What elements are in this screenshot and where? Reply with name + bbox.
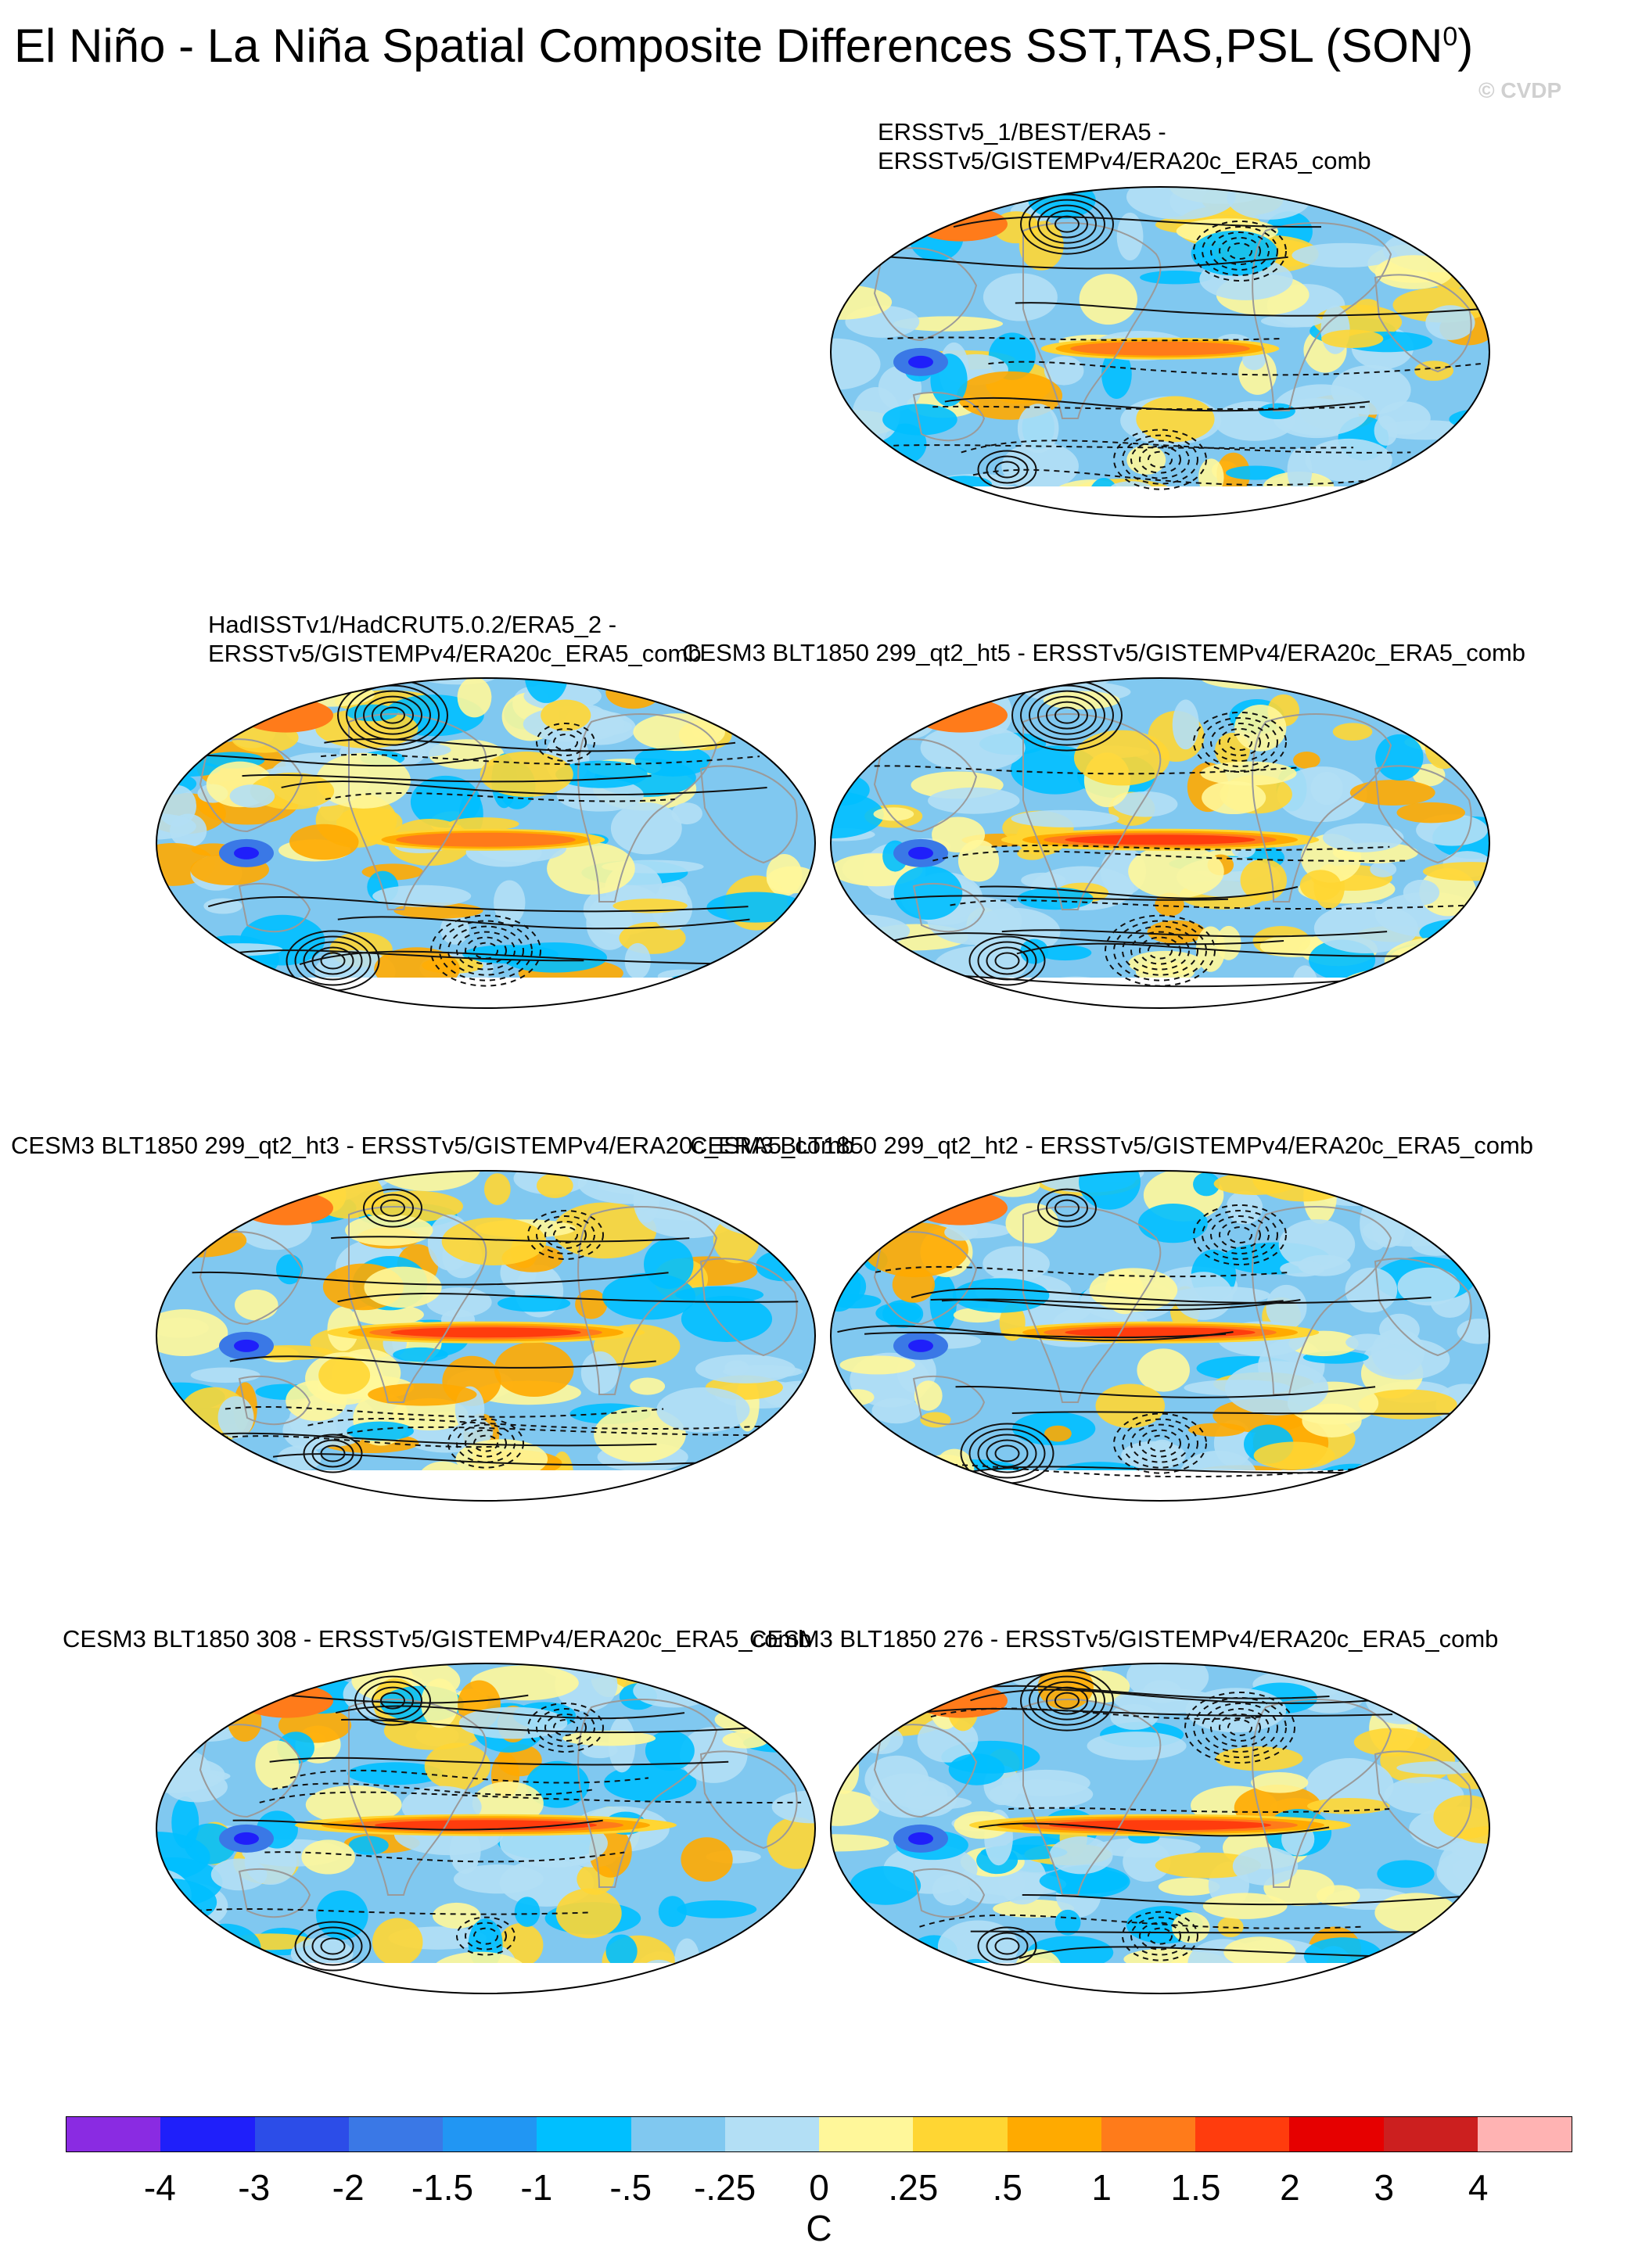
panel-label-p3: CESM3 BLT1850 299_qt2_ht5 - ERSSTv5/GIST… [682,639,1526,666]
panel-label-p1: ERSSTv5_1/BEST/ERA5 - ERSSTv5/GISTEMPv4/E… [878,118,1371,174]
colorbar-tick-label: 1 [1091,2167,1112,2208]
colorbar-tick-label: .5 [992,2167,1022,2208]
panel-label-p7: CESM3 BLT1850 276 - ERSSTv5/GISTEMPv4/ER… [749,1625,1499,1653]
colorbar-tick-label: -1.5 [411,2167,474,2208]
map-panel-p6 [153,1660,818,1997]
colorbar-tick-label: 0 [809,2167,829,2208]
colorbar-swatch [630,2117,725,2151]
colorbar-swatch [66,2117,161,2151]
panel-label-p6: CESM3 BLT1850 308 - ERSSTv5/GISTEMPv4/ER… [63,1625,812,1653]
map-panel-p4 [153,1168,818,1504]
map-panel-p3 [828,675,1493,1011]
colorbar [66,2116,1572,2152]
map-svg [156,1170,816,1502]
colorbar-tick-label: -.25 [693,2167,756,2208]
colorbar-swatch [537,2117,631,2151]
cvdp-watermark: © CVDP [1478,78,1562,102]
colorbar-swatch [819,2117,914,2151]
colorbar-tick-label: -2 [332,2167,365,2208]
map-svg [830,186,1490,518]
map-panel-p7 [828,1660,1493,1997]
colorbar-tick-label: -4 [143,2167,176,2208]
panel-label-p5: CESM3 BLT1850 299_qt2_ht2 - ERSSTv5/GIST… [690,1132,1534,1159]
colorbar-swatch [348,2117,443,2151]
colorbar-swatch [913,2117,1008,2151]
panel-label-p4: CESM3 BLT1850 299_qt2_ht3 - ERSSTv5/GIST… [11,1132,855,1159]
map-svg [830,1663,1490,1994]
colorbar-swatch [1477,2117,1572,2151]
colorbar-tick-label: 4 [1468,2167,1489,2208]
colorbar-swatch [1383,2117,1478,2151]
colorbar-tick-label: .25 [888,2167,939,2208]
colorbar-tick-label: 3 [1374,2167,1395,2208]
map-panel-p5 [828,1168,1493,1504]
colorbar-tick-label: 2 [1280,2167,1300,2208]
colorbar-swatch [254,2117,349,2151]
map-svg [156,677,816,1009]
colorbar-tick-label: 1.5 [1170,2167,1221,2208]
map-svg [156,1663,816,1994]
colorbar-swatch [1195,2117,1290,2151]
map-svg [830,1170,1490,1502]
figure-title: El Niño - La Niña Spatial Composite Diff… [14,20,1474,72]
colorbar-unit-label: C [806,2208,832,2248]
map-panel-p2 [153,675,818,1011]
colorbar-swatch [443,2117,537,2151]
colorbar-swatch [724,2117,819,2151]
colorbar-swatch [160,2117,255,2151]
panel-label-p2: HadISSTv1/HadCRUT5.0.2/ERA5_2 - ERSSTv5/G… [208,611,702,667]
colorbar-tick-label: -1 [520,2167,553,2208]
colorbar-tick-label: -3 [238,2167,271,2208]
colorbar-tick-label: -.5 [609,2167,652,2208]
map-panel-p1 [828,184,1493,520]
colorbar-swatch [1101,2117,1195,2151]
colorbar-swatch [1007,2117,1101,2151]
map-svg [830,677,1490,1009]
colorbar-swatch [1289,2117,1384,2151]
